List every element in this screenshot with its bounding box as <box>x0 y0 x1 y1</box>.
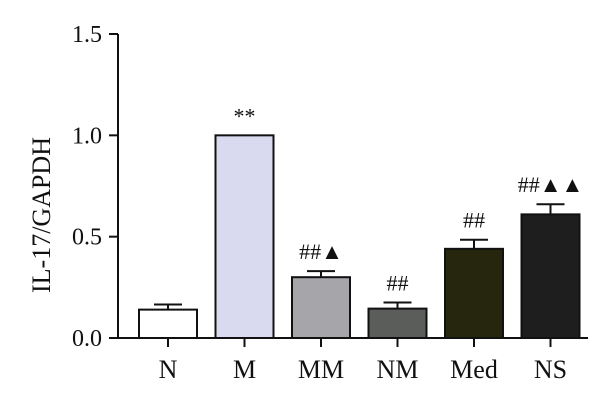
bar-n <box>138 308 198 340</box>
x-tick-label: Med <box>450 355 498 384</box>
x-tick-label: NM <box>377 355 419 384</box>
bar-med <box>444 247 504 339</box>
bar-mm <box>291 276 351 340</box>
x-tick-label: M <box>233 355 256 384</box>
y-tick-label: 0.0 <box>72 326 102 352</box>
bar-m <box>214 134 275 339</box>
y-tick-label: 1.0 <box>72 123 102 149</box>
y-axis-label: IL-17/GAPDH <box>27 137 56 293</box>
plot-area: 0.00.51.01.5N M**MM##▲NM##Med##NS##▲▲ <box>72 22 588 384</box>
x-tick-label: NS <box>534 355 567 384</box>
bar-ns <box>520 213 581 339</box>
bar-nm <box>367 307 428 340</box>
y-tick-label: 1.5 <box>72 22 102 48</box>
x-tick-label: MM <box>298 355 344 384</box>
significance-label: ## <box>463 208 485 233</box>
x-tick-label: N <box>159 355 178 384</box>
significance-label: ##▲ <box>299 239 343 264</box>
significance-label: ** <box>234 103 256 128</box>
y-tick-label: 0.5 <box>72 225 102 251</box>
significance-label: ##▲▲ <box>518 172 584 197</box>
significance-label: ## <box>387 271 409 296</box>
